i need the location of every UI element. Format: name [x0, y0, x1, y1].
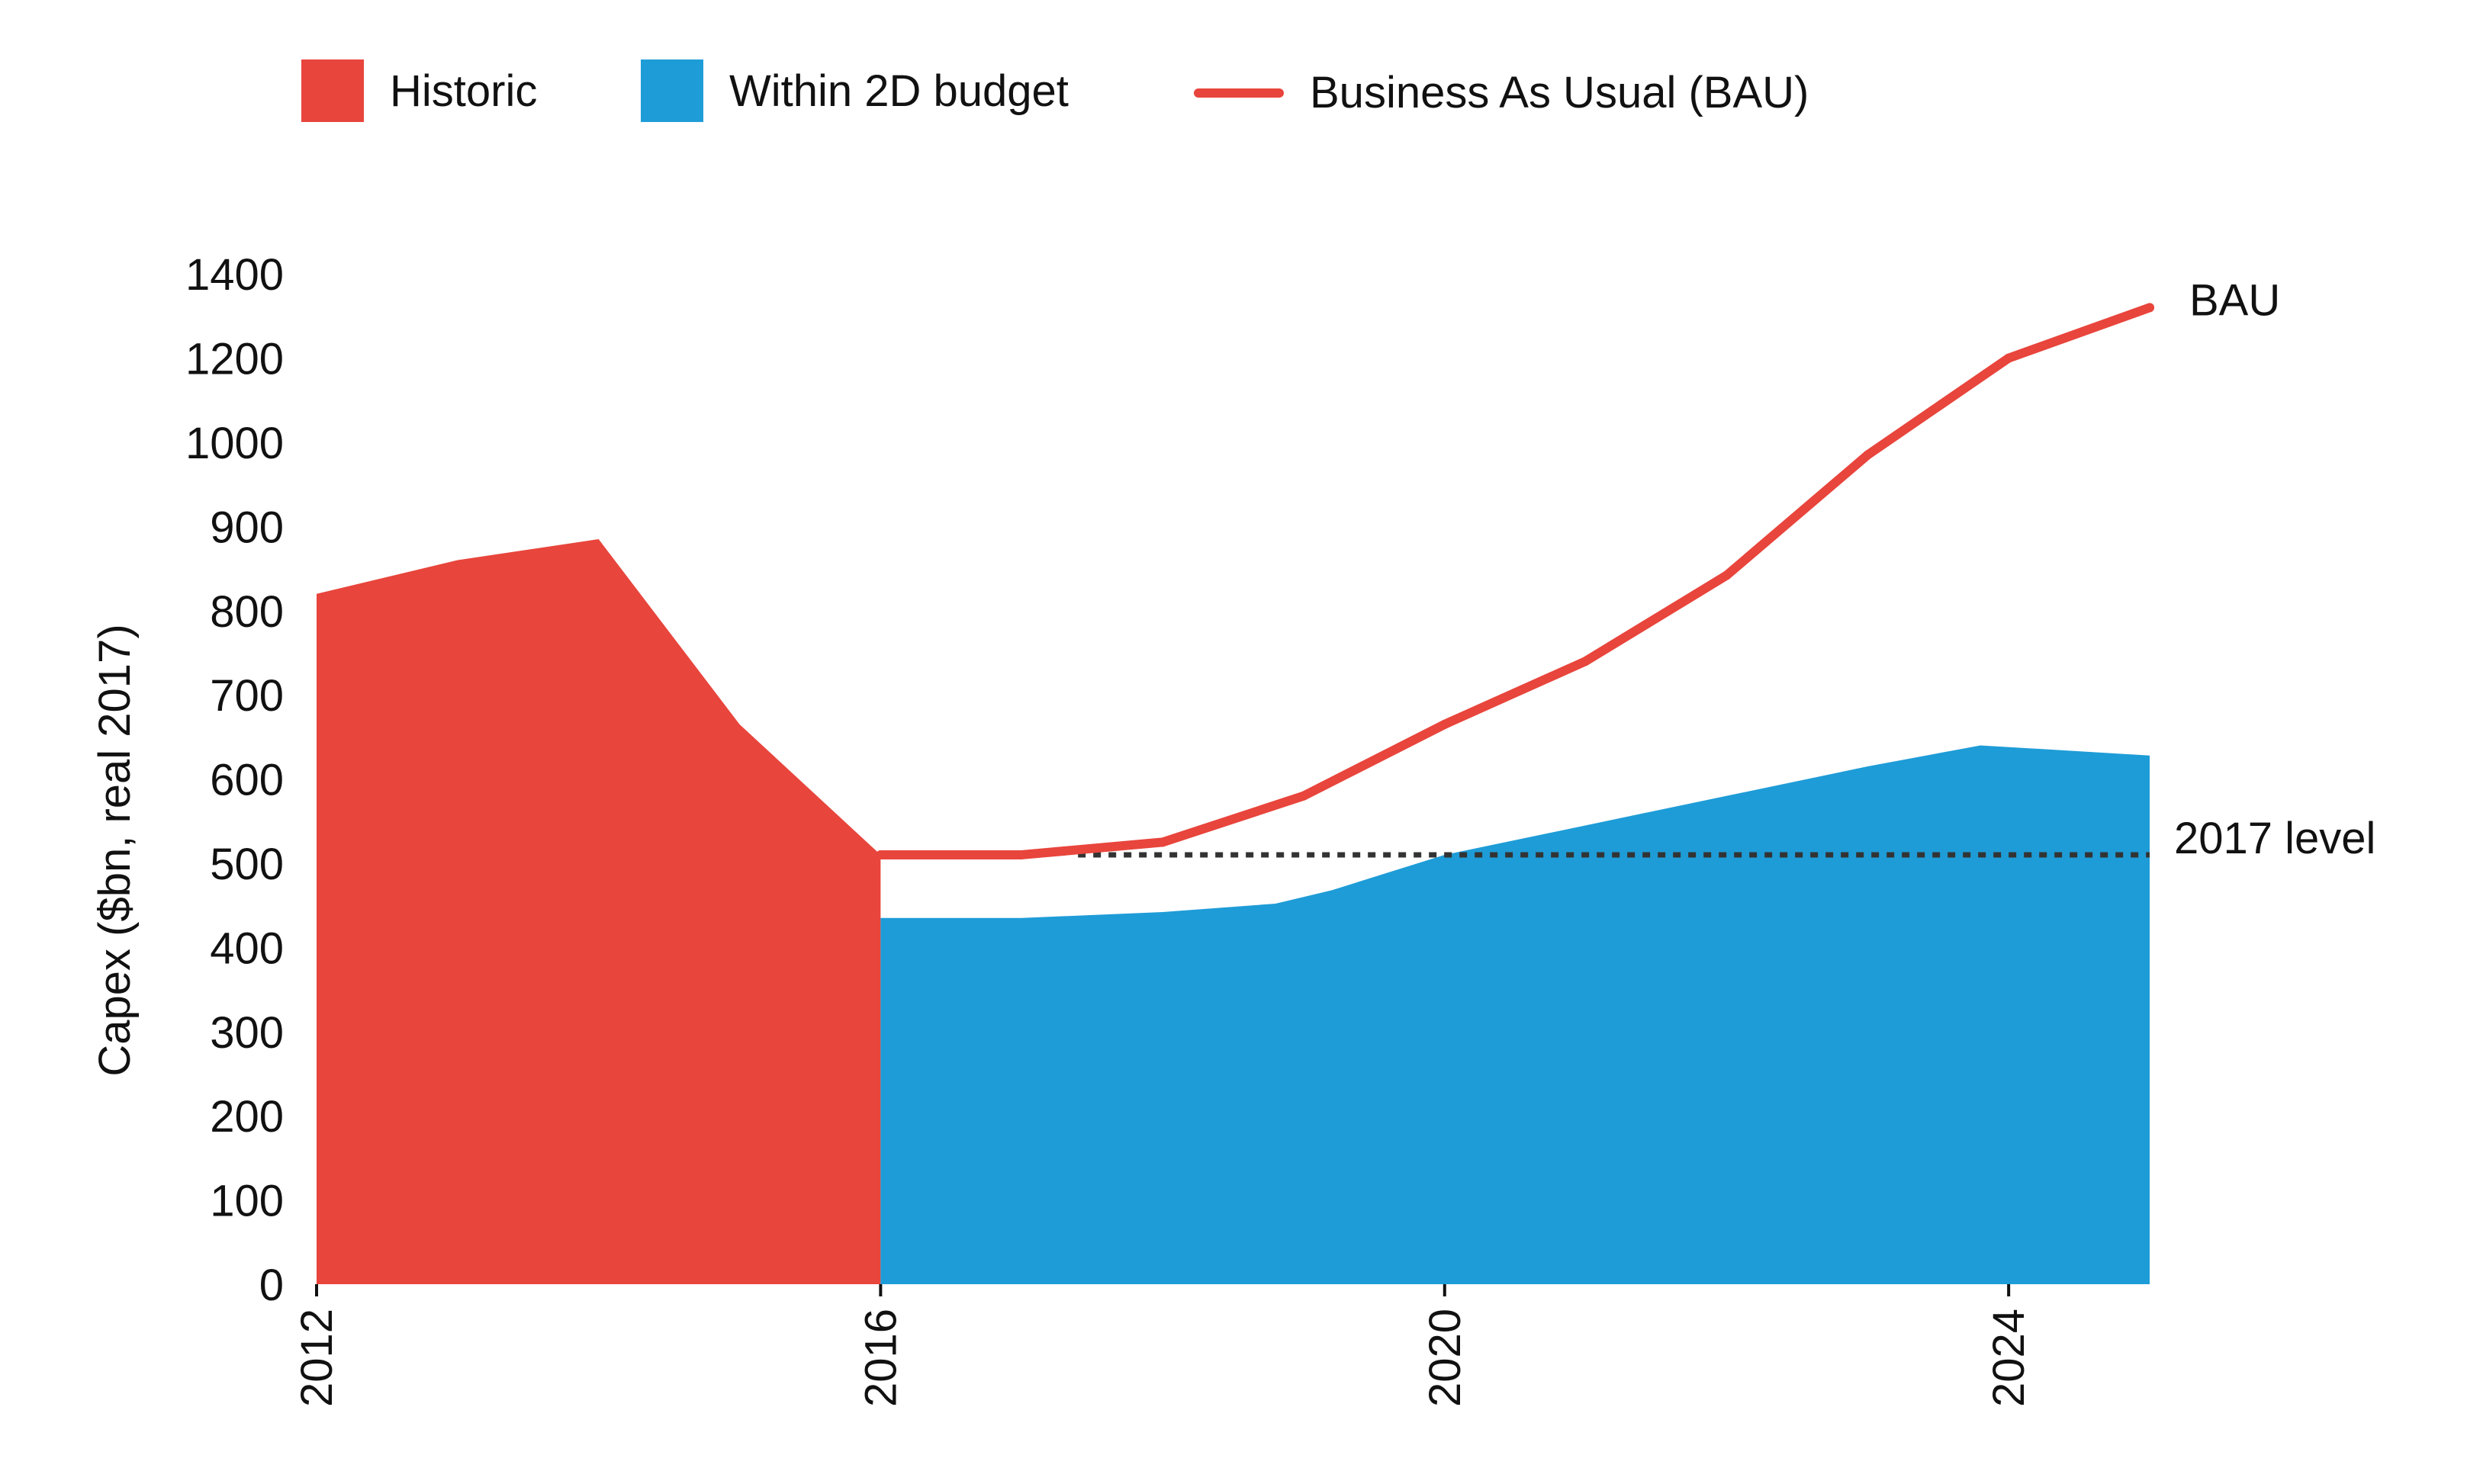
- bau-point: [1017, 850, 1027, 859]
- legend-within-budget-swatch: [641, 59, 703, 122]
- y-tick-label: 800: [210, 587, 284, 637]
- y-tick-label: 600: [210, 756, 284, 805]
- x-tick-label: 2024: [1984, 1309, 2034, 1407]
- y-axis-ticks: 0 100 200 300 400 500 600 700 800 900 1000 1200 1400: [185, 250, 284, 1310]
- bau-point: [1298, 791, 1308, 801]
- legend-historic: Historic: [301, 59, 537, 122]
- legend-bau-swatch: [1194, 88, 1284, 98]
- bau-point: [1439, 719, 1449, 729]
- y-tick-label: 700: [210, 671, 284, 721]
- bau-point: [876, 850, 886, 859]
- y-tick-label: 500: [210, 840, 284, 889]
- chart-lines: [876, 303, 2154, 859]
- x-tick-label: 2016: [856, 1309, 905, 1407]
- legend-bau: Business As Usual (BAU): [1194, 67, 1809, 118]
- y-tick-label: 400: [210, 923, 284, 973]
- bau-point: [2004, 353, 2014, 363]
- y-axis-label: Capex ($bn, real 2017): [90, 624, 140, 1076]
- x-tick-label: 2020: [1420, 1309, 1470, 1407]
- bau-point: [1722, 570, 1732, 580]
- legend-bau-label: Business As Usual (BAU): [1310, 68, 1809, 117]
- area-historic: [317, 538, 881, 1284]
- y-tick-label: 1400: [185, 250, 284, 300]
- legend-within-budget: Within 2D budget: [641, 59, 1069, 122]
- legend-historic-label: Historic: [390, 66, 538, 116]
- y-tick-label: 200: [210, 1092, 284, 1142]
- bau-point: [1863, 450, 1873, 460]
- y-tick-label: 300: [210, 1008, 284, 1058]
- bau-point: [2145, 303, 2154, 313]
- bau-annotation: BAU: [2189, 275, 2280, 325]
- y-tick-label: 100: [210, 1177, 284, 1226]
- y-tick-label: 900: [210, 503, 284, 552]
- line-bau: [876, 303, 2154, 859]
- y-tick-label: 1000: [185, 419, 284, 468]
- chart-areas: [317, 538, 2150, 1284]
- y-tick-label: 0: [259, 1261, 284, 1310]
- reference-annotation: 2017 level: [2174, 814, 2375, 863]
- legend-within-budget-label: Within 2D budget: [729, 66, 1069, 116]
- x-axis-ticks: 2012 2016 2020 2024: [292, 1284, 2034, 1407]
- bau-point: [1158, 837, 1168, 847]
- legend-historic-swatch: [301, 59, 364, 122]
- bau-point: [1581, 657, 1591, 667]
- area-within-2d-budget: [880, 745, 2150, 1284]
- y-tick-label: 1200: [185, 335, 284, 384]
- x-tick-label: 2012: [292, 1309, 342, 1407]
